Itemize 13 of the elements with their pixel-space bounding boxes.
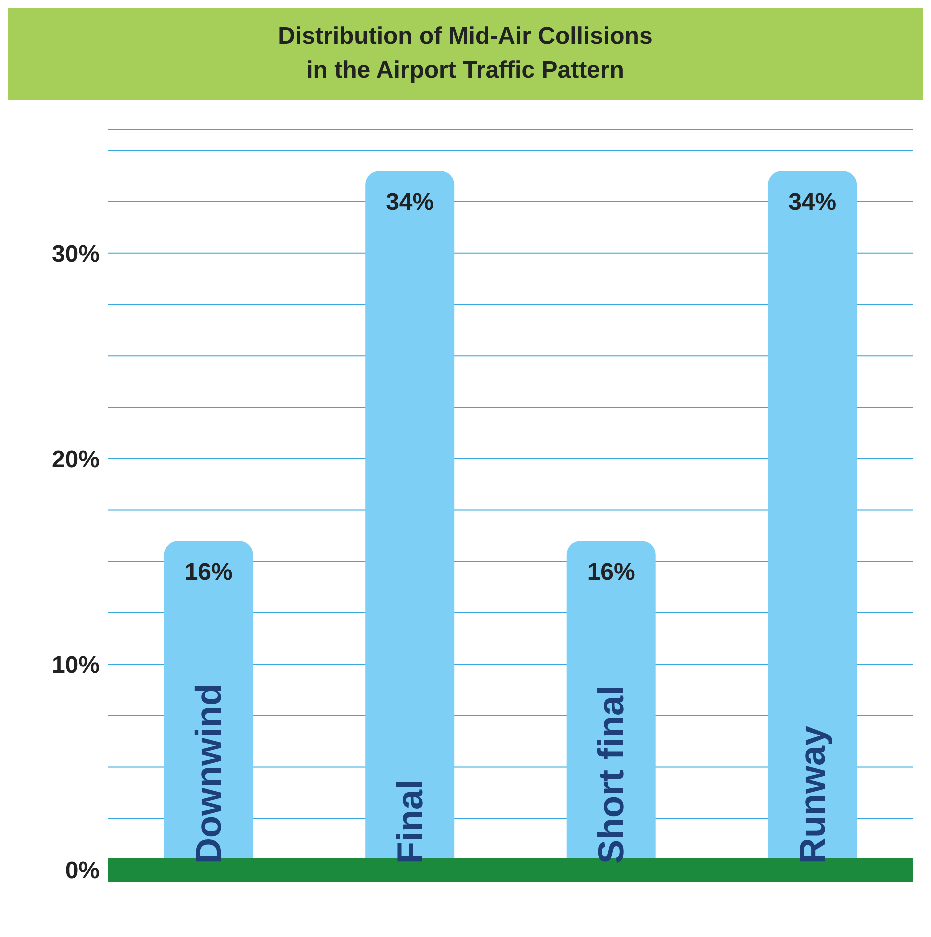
x-tick-label: Short final xyxy=(590,686,632,864)
x-tick-label: Final xyxy=(389,780,430,864)
y-tick-label: 0% xyxy=(65,858,100,885)
data-label: 34% xyxy=(386,189,434,216)
chart-title: Distribution of Mid-Air Collisions in the Airport Traffic Pattern xyxy=(8,8,923,100)
y-tick-label: 20% xyxy=(52,446,100,474)
data-label: 16% xyxy=(184,559,233,586)
y-tick-label: 10% xyxy=(52,652,100,679)
x-tick-label: Runway xyxy=(792,726,833,864)
data-label: 16% xyxy=(587,559,636,586)
x-tick-label: Downwind xyxy=(188,684,230,864)
y-tick-label: 30% xyxy=(52,240,100,268)
data-label: 34% xyxy=(788,189,837,216)
